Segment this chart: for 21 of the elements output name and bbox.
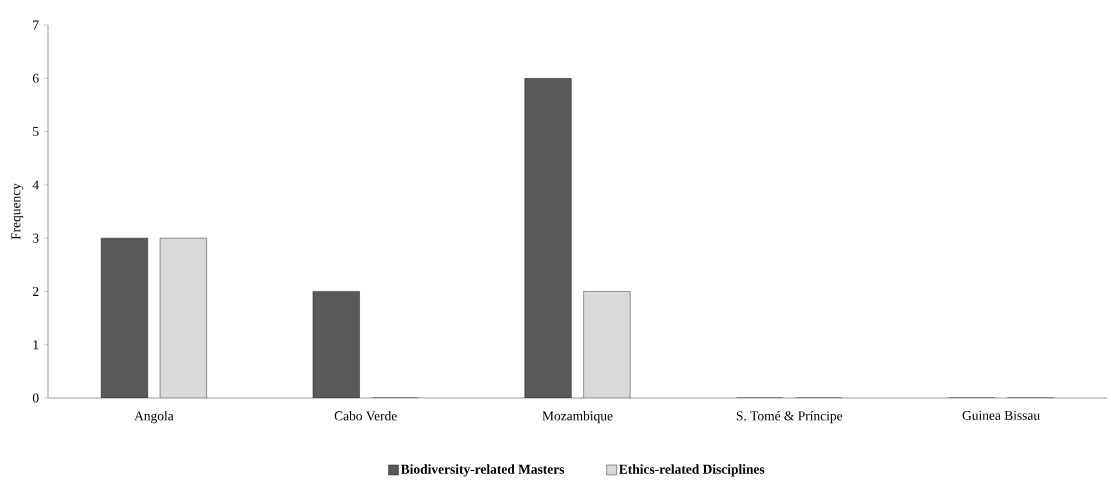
- y-tick-label: 1: [33, 340, 39, 350]
- bar: [312, 291, 360, 398]
- bar: [524, 78, 572, 398]
- y-tick-label: 3: [32, 233, 39, 243]
- bar: [101, 238, 148, 398]
- y-tick-label: 7: [33, 20, 39, 30]
- y-tick-label: 6: [32, 73, 39, 83]
- bar: [583, 291, 631, 398]
- x-tick-label: Angola: [134, 410, 174, 424]
- x-tick-label: Cabo Verde: [334, 410, 397, 421]
- y-tick-label: 4: [32, 180, 39, 190]
- x-tick-label: S. Tomé & Príncipe: [736, 410, 843, 424]
- y-tick-label: 2: [32, 286, 39, 296]
- x-tick-label: Guinea Bissau: [962, 410, 1040, 420]
- legend-label: Biodiversity-related Masters: [400, 464, 565, 477]
- legend-label: Ethics-related Disciplines: [619, 464, 765, 477]
- y-tick-label: 0: [32, 393, 39, 403]
- bar: [160, 238, 207, 398]
- y-axis-title: Frequency: [11, 183, 24, 240]
- y-tick-label: 5: [33, 127, 39, 137]
- x-tick-label: Mozambique: [542, 410, 613, 424]
